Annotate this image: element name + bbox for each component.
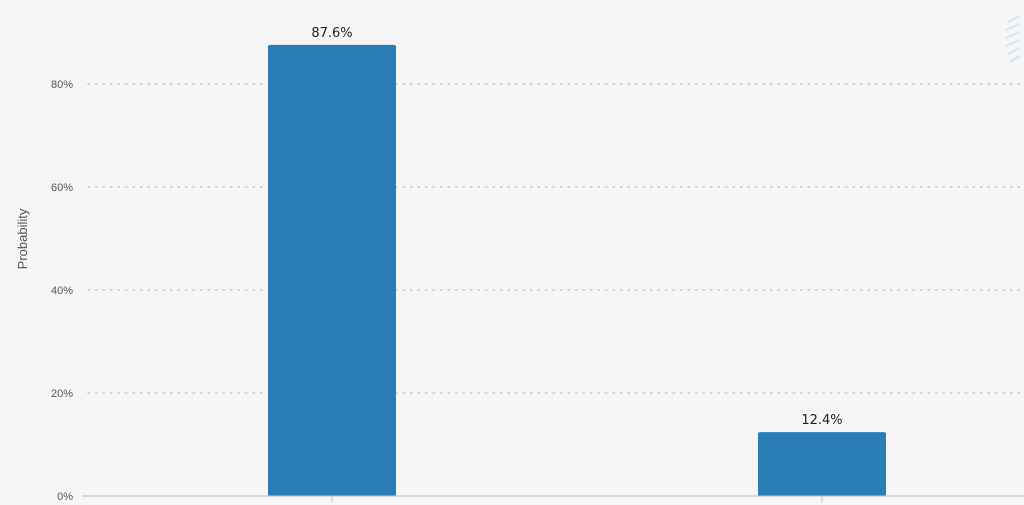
y-axis-title: Probability: [15, 208, 30, 269]
y-tick-label: 0%: [57, 491, 73, 503]
bar: [758, 432, 886, 496]
bars: [268, 44, 886, 497]
watermark-icon: [1005, 15, 1021, 63]
bar-value-label: 87.6%: [311, 26, 352, 41]
bar: [268, 44, 396, 497]
y-tick-label: 60%: [51, 182, 73, 194]
y-tick-label: 20%: [51, 388, 73, 400]
x-axis-ticks: [331, 496, 823, 502]
y-tick-label: 80%: [51, 79, 73, 91]
gridlines: [87, 83, 1024, 394]
y-axis-ticks: 0% 20% 40% 60% 80%: [51, 79, 73, 503]
data-labels: 87.6% 12.4%: [311, 26, 842, 428]
y-tick-label: 40%: [51, 285, 73, 297]
bar-value-label: 12.4%: [801, 413, 842, 428]
